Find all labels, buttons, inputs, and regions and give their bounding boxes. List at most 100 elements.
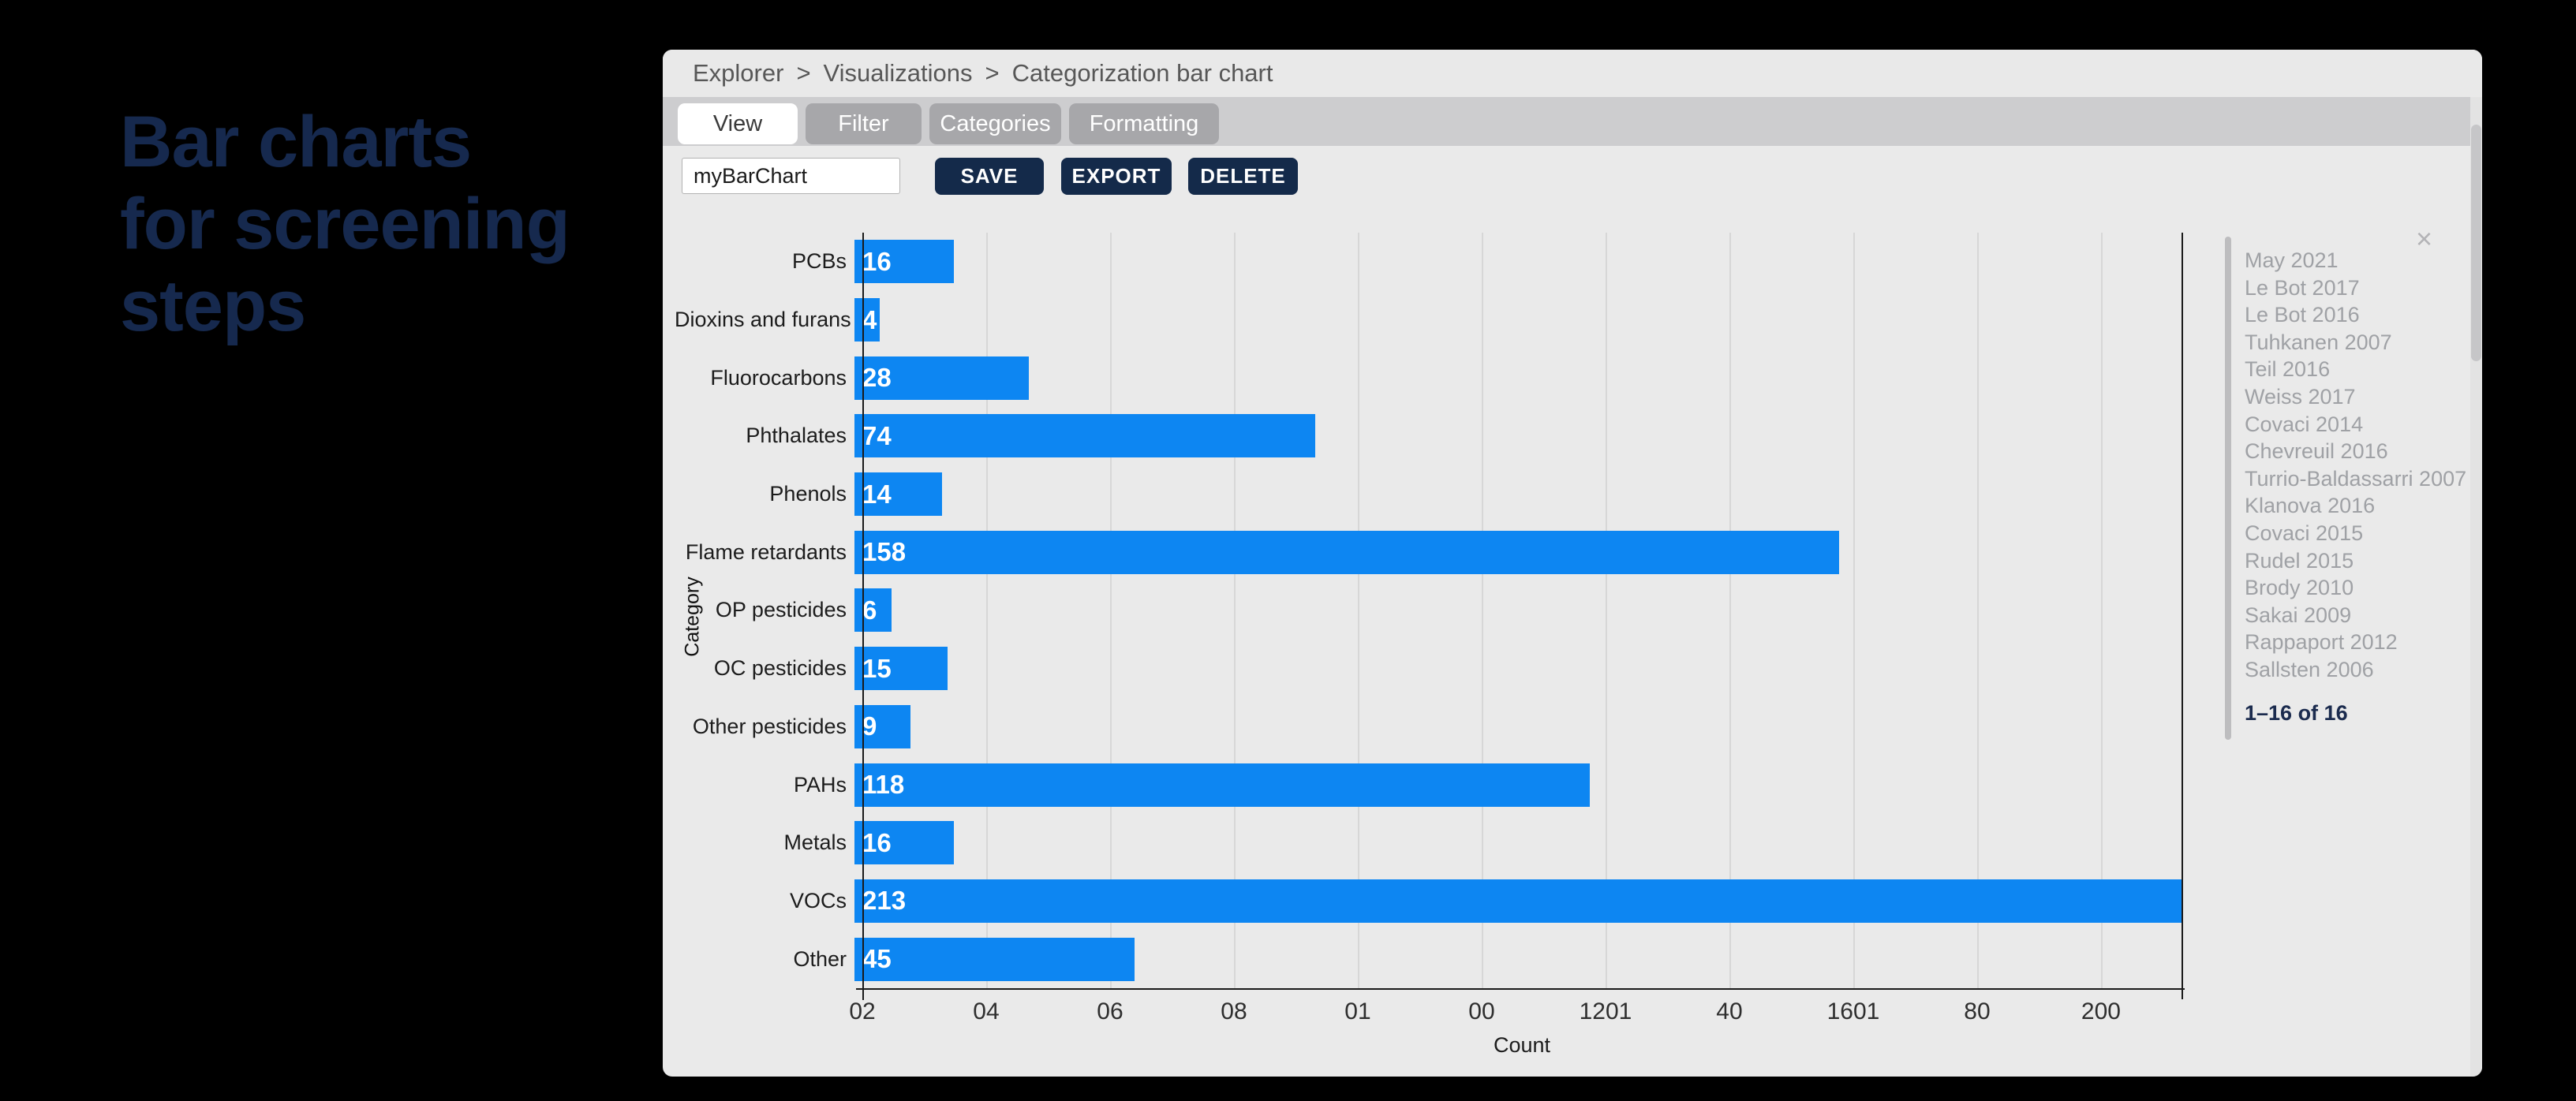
citation-list: May 2021 Le Bot 2017 Le Bot 2016 Tuhkanen 2… <box>2245 247 2466 684</box>
slide-title-line: for screening <box>120 184 570 264</box>
gridline <box>1233 233 1236 988</box>
x-tick-label: 06 <box>1097 998 1123 1024</box>
citation-item[interactable]: Sakai 2009 <box>2245 603 2352 627</box>
tab-categories[interactable]: Categories <box>929 103 1061 144</box>
bar-track: 213 <box>854 872 2182 931</box>
x-tick-label: 80 <box>1964 998 1991 1024</box>
bar-row: Metals 16 <box>675 814 2182 872</box>
export-button[interactable]: EXPORT <box>1061 158 1172 195</box>
bar-vocs[interactable]: 213 <box>854 879 2182 923</box>
bar-dioxins-and-furans[interactable]: 4 <box>854 298 880 342</box>
slide-title: Bar charts for screening steps <box>120 101 570 347</box>
bar-row: OC pesticides 15 <box>675 640 2182 698</box>
bar-pcbs[interactable]: 16 <box>854 240 955 284</box>
bar-chart: PCBs 16 Dioxins and furans 4 Fluorocarbons 28… <box>675 233 2182 988</box>
breadcrumb-item-visualizations[interactable]: Visualizations <box>823 59 973 87</box>
bar-pahs[interactable]: 118 <box>854 763 1590 807</box>
bar-fluorocarbons[interactable]: 28 <box>854 356 1030 400</box>
bar-metals[interactable]: 16 <box>854 821 955 865</box>
x-tick-label: 08 <box>1221 998 1247 1024</box>
gridline <box>1853 233 1855 988</box>
x-tick-label: 00 <box>1468 998 1495 1024</box>
bar-row: PAHs 118 <box>675 756 2182 814</box>
bar-value-label: 6 <box>862 595 877 625</box>
citation-item[interactable]: Sallsten 2006 <box>2245 657 2374 681</box>
citation-item[interactable]: Teil 2016 <box>2245 357 2331 382</box>
save-button[interactable]: SAVE <box>935 158 1044 195</box>
tab-formatting[interactable]: Formatting <box>1069 103 1219 144</box>
category-label: Fluorocarbons <box>710 365 847 390</box>
bar-row: PCBs 16 <box>675 233 2182 291</box>
gridline <box>1605 233 1607 988</box>
x-axis-line <box>856 988 2185 990</box>
bar-row: VOCs 213 <box>675 872 2182 931</box>
category-label: Metals <box>783 830 847 855</box>
x-tick-label: 1201 <box>1579 998 1632 1024</box>
tab-view[interactable]: View <box>678 103 798 144</box>
bar-track: 28 <box>854 349 2182 407</box>
delete-button[interactable]: DELETE <box>1188 158 1298 195</box>
citation-item[interactable]: Covaci 2015 <box>2245 521 2364 545</box>
x-tick-label: 02 <box>849 998 876 1024</box>
citation-item[interactable]: May 2021 <box>2245 248 2339 272</box>
citation-item[interactable]: Rappaport 2012 <box>2245 630 2398 655</box>
citation-item[interactable]: Klanova 2016 <box>2245 494 2376 518</box>
category-label: PCBs <box>791 249 847 274</box>
category-label: Phthalates <box>746 424 847 448</box>
panel-scrollbar-track[interactable] <box>2470 97 2482 1077</box>
citation-item[interactable]: Rudel 2015 <box>2245 548 2354 573</box>
bar-other[interactable]: 45 <box>854 937 1135 981</box>
citation-item[interactable]: Le Bot 2016 <box>2245 303 2360 327</box>
category-label: Dioxins and furans <box>675 308 851 332</box>
toolbar: SAVE EXPORT DELETE <box>663 146 2482 209</box>
bar-phenols[interactable]: 14 <box>854 472 942 517</box>
close-icon[interactable]: × <box>2416 222 2433 255</box>
bar-track: 9 <box>854 698 2182 756</box>
slide-title-line: steps <box>120 266 306 346</box>
bar-track: 118 <box>854 756 2182 814</box>
plot-gridlines <box>862 233 2182 988</box>
bar-value-label: 15 <box>862 653 892 683</box>
citation-item[interactable]: Tuhkanen 2007 <box>2245 330 2392 354</box>
bar-track: 16 <box>854 814 2182 872</box>
citation-item[interactable]: Covaci 2014 <box>2245 412 2364 436</box>
bar-oc-pesticides[interactable]: 15 <box>854 647 948 691</box>
citation-item[interactable]: Turrio-Baldassarri 2007 <box>2245 466 2467 491</box>
bar-row: Other 45 <box>675 930 2182 988</box>
breadcrumb-separator: > <box>796 59 811 87</box>
bar-value-label: 213 <box>862 886 907 916</box>
citation-item[interactable]: Weiss 2017 <box>2245 384 2356 409</box>
tab-strip: View Filter Categories Formatting <box>663 97 2482 146</box>
x-axis-title: Count <box>1493 1033 1551 1057</box>
bar-row: Flame retardants 158 <box>675 523 2182 581</box>
tab-filter[interactable]: Filter <box>806 103 922 144</box>
gridline <box>2100 233 2103 988</box>
bar-value-label: 45 <box>862 944 892 974</box>
category-label: Flame retardants <box>685 539 847 564</box>
breadcrumb: Explorer > Visualizations > Categorizati… <box>663 50 2482 97</box>
citation-item[interactable]: Chevreuil 2016 <box>2245 439 2388 464</box>
bar-track: 15 <box>854 640 2182 698</box>
gridline <box>1481 233 1483 988</box>
breadcrumb-item-explorer[interactable]: Explorer <box>693 59 784 87</box>
citation-item[interactable]: Brody 2010 <box>2245 576 2354 600</box>
sidebar-divider <box>2225 237 2231 740</box>
bar-value-label: 9 <box>862 711 877 741</box>
bar-track: 14 <box>854 465 2182 524</box>
bar-value-label: 16 <box>862 246 892 276</box>
bar-track: 158 <box>854 523 2182 581</box>
bar-phthalates[interactable]: 74 <box>854 414 1316 458</box>
category-label: Phenols <box>769 482 847 506</box>
pagination-label: 1–16 of 16 <box>2245 701 2348 725</box>
gridline <box>1729 233 1731 988</box>
bar-op-pesticides[interactable]: 6 <box>854 588 892 633</box>
category-label: OP pesticides <box>715 598 847 622</box>
gridline <box>1109 233 1112 988</box>
x-tick-label: 200 <box>2081 998 2121 1024</box>
slide-title-line: Bar charts <box>120 102 472 182</box>
panel-scrollbar-thumb[interactable] <box>2471 125 2481 361</box>
bar-flame-retardants[interactable]: 158 <box>854 530 1839 574</box>
chart-name-input[interactable] <box>682 158 900 194</box>
citation-item[interactable]: Le Bot 2017 <box>2245 275 2360 300</box>
